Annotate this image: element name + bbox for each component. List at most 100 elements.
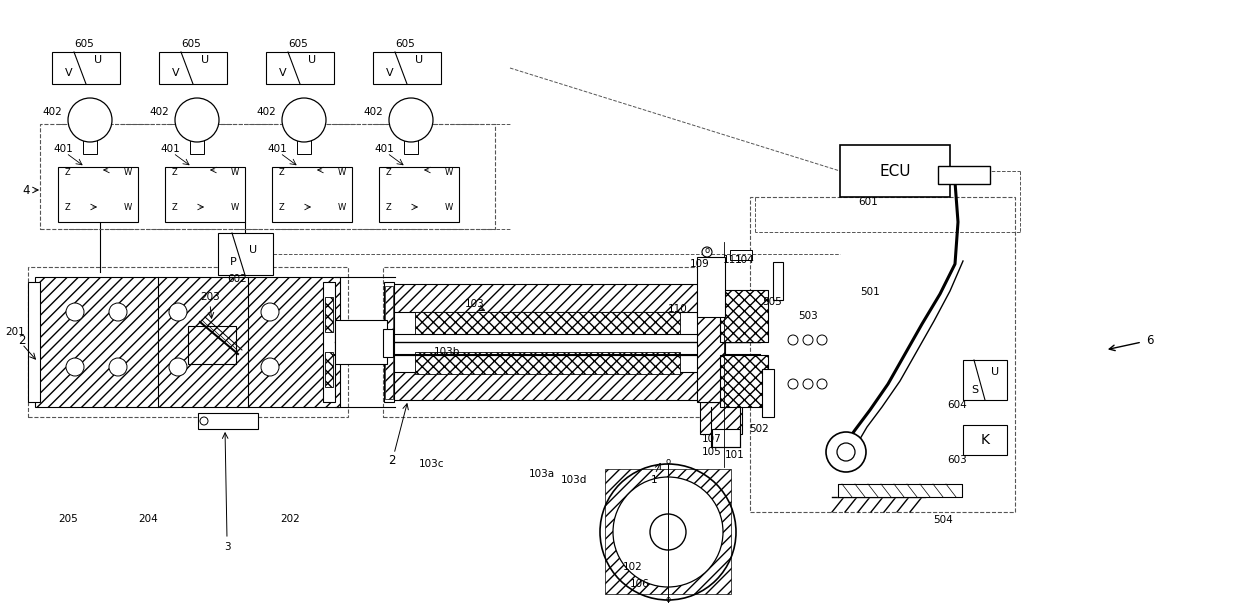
Bar — [58, 167, 138, 222]
Bar — [762, 369, 774, 417]
Text: 401: 401 — [268, 144, 287, 154]
Text: V: V — [387, 68, 394, 78]
Bar — [40, 124, 496, 229]
Bar — [385, 286, 393, 399]
Text: Z: Z — [171, 203, 177, 212]
Circle shape — [66, 303, 84, 321]
Bar — [159, 52, 227, 84]
Text: W: W — [230, 168, 239, 176]
Text: W: W — [338, 168, 346, 176]
Text: 402: 402 — [363, 107, 383, 117]
Bar — [165, 167, 245, 222]
Text: 204: 204 — [138, 514, 157, 524]
Text: U: U — [249, 245, 256, 255]
Bar — [379, 167, 458, 222]
Text: W: W — [445, 168, 453, 176]
Text: 103b: 103b — [434, 347, 460, 357]
Circle shape — [817, 379, 826, 389]
Bar — [720, 355, 768, 407]
Bar — [938, 166, 990, 184]
Text: 605: 605 — [74, 39, 94, 49]
Text: Z: Z — [278, 168, 284, 176]
Text: 605: 605 — [289, 39, 307, 49]
Text: 3: 3 — [224, 542, 230, 552]
Bar — [698, 292, 725, 402]
Text: 503: 503 — [798, 311, 818, 321]
Text: o: o — [665, 594, 670, 603]
Bar — [297, 139, 311, 154]
Text: Z: Z — [385, 168, 390, 176]
Circle shape — [261, 358, 279, 376]
Text: W: W — [445, 203, 453, 212]
Bar — [963, 360, 1007, 400]
Text: 101: 101 — [725, 450, 745, 460]
Bar — [773, 262, 783, 300]
Bar — [323, 282, 335, 402]
Text: 602: 602 — [227, 274, 247, 284]
Text: 110: 110 — [668, 304, 688, 314]
Text: 107: 107 — [703, 434, 722, 444]
Circle shape — [169, 358, 187, 376]
Text: 501: 501 — [860, 287, 880, 297]
Circle shape — [282, 98, 326, 142]
Text: Z: Z — [385, 203, 390, 212]
Bar — [393, 372, 711, 400]
Text: 401: 401 — [374, 144, 394, 154]
Text: 103: 103 — [465, 299, 484, 309]
Circle shape — [613, 477, 724, 587]
Text: Z: Z — [64, 168, 69, 176]
Text: 505: 505 — [762, 297, 782, 307]
Circle shape — [389, 98, 432, 142]
Circle shape — [66, 358, 84, 376]
Text: 105: 105 — [703, 447, 722, 457]
Text: W: W — [338, 203, 346, 212]
Bar — [712, 429, 740, 447]
Bar — [28, 267, 348, 417]
Text: Z: Z — [64, 203, 69, 212]
Circle shape — [261, 303, 279, 321]
Bar — [28, 282, 40, 402]
Bar — [383, 267, 707, 417]
Bar — [415, 312, 680, 334]
Text: 401: 401 — [160, 144, 180, 154]
Bar — [52, 52, 120, 84]
Bar — [963, 425, 1007, 455]
Text: o: o — [665, 458, 670, 466]
Text: 6: 6 — [1146, 334, 1154, 346]
Circle shape — [199, 417, 208, 425]
Text: 1: 1 — [650, 475, 658, 485]
Bar — [750, 197, 1015, 512]
Text: 4: 4 — [22, 184, 30, 196]
Text: o: o — [705, 245, 710, 255]
Text: V: V — [172, 68, 180, 78]
Text: 504: 504 — [933, 515, 953, 525]
Bar — [730, 250, 752, 260]
Bar — [384, 282, 394, 402]
Text: W: W — [124, 168, 133, 176]
Bar — [373, 52, 441, 84]
Text: 104: 104 — [735, 255, 755, 265]
Text: 2: 2 — [388, 453, 395, 466]
Text: U: U — [309, 55, 316, 65]
Text: 109: 109 — [690, 259, 710, 269]
Text: Z: Z — [278, 203, 284, 212]
Circle shape — [703, 247, 712, 257]
Text: 603: 603 — [947, 455, 966, 465]
Text: U: U — [991, 367, 999, 377]
Circle shape — [838, 443, 855, 461]
Text: 402: 402 — [256, 107, 276, 117]
Bar — [273, 167, 352, 222]
Text: 605: 605 — [181, 39, 201, 49]
Circle shape — [68, 98, 112, 142]
Text: 111: 111 — [724, 255, 743, 265]
Bar — [605, 469, 731, 594]
Bar — [325, 352, 333, 387]
Bar — [700, 402, 742, 434]
Bar — [325, 297, 333, 332]
Text: W: W — [124, 203, 133, 212]
Text: U: U — [415, 55, 422, 65]
Circle shape — [109, 358, 128, 376]
Bar — [335, 320, 387, 364]
Text: 103d: 103d — [561, 475, 587, 485]
Text: 401: 401 — [53, 144, 73, 154]
